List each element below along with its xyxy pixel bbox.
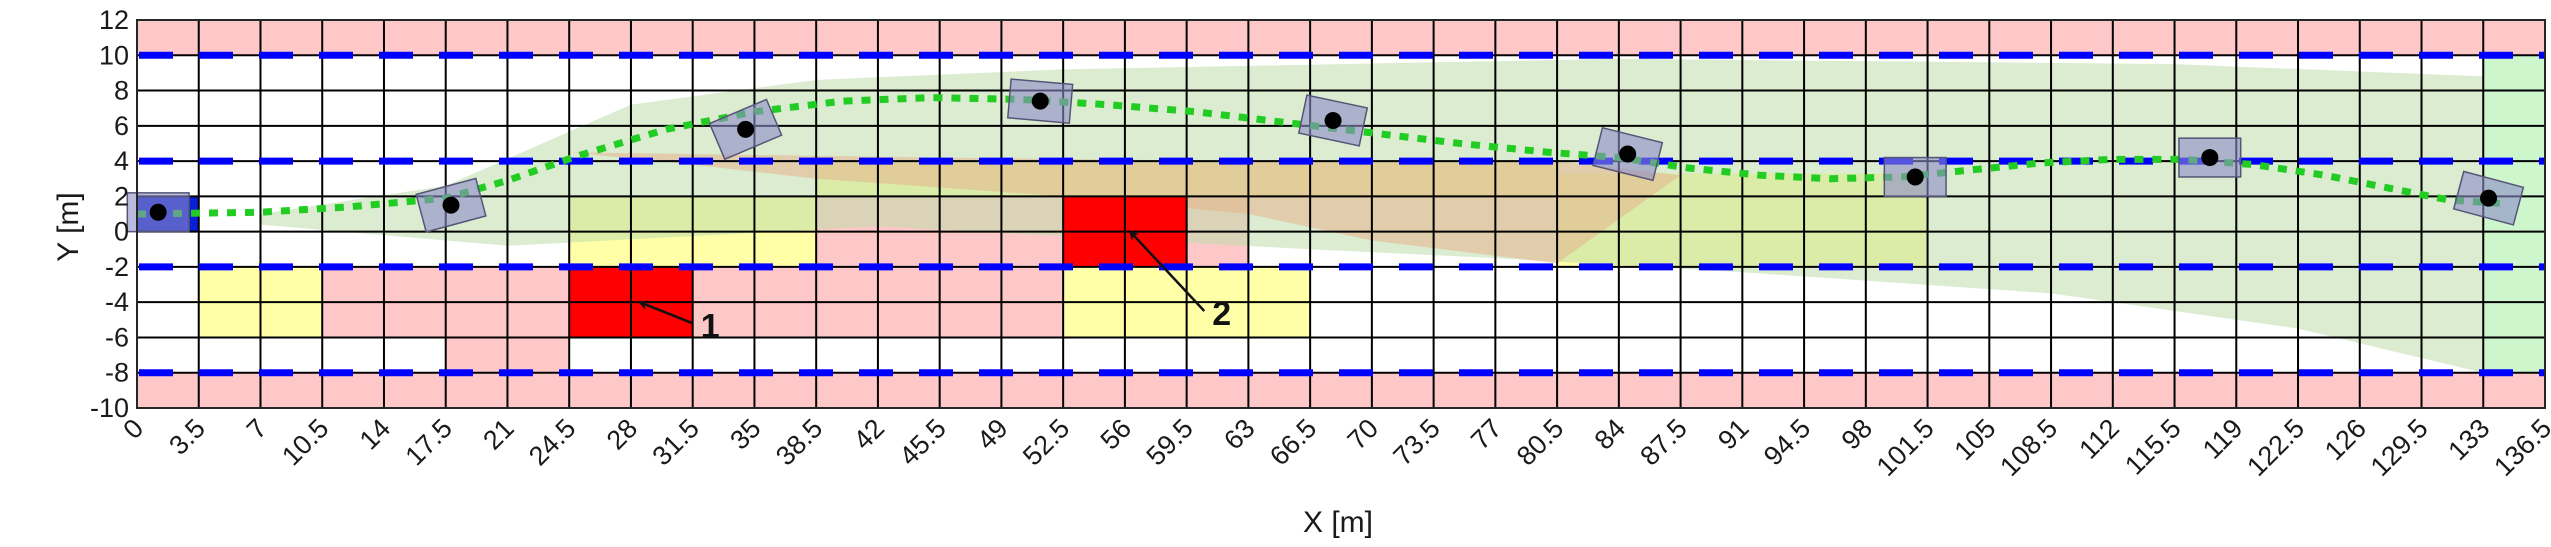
vehicle <box>1883 156 1947 198</box>
x-tick-label: 108.5 <box>1994 413 2063 482</box>
x-tick-label: 91 <box>1712 413 1754 455</box>
x-tick-label: 42 <box>848 413 890 455</box>
vehicle-center-dot <box>149 203 167 221</box>
vehicle-center-dot <box>442 196 460 214</box>
x-tick-label: 21 <box>477 413 519 455</box>
y-tick-label: 10 <box>99 40 129 70</box>
x-tick-label: 119 <box>2197 413 2249 465</box>
y-tick-label: 0 <box>114 217 129 247</box>
x-tick-label: 73.5 <box>1387 413 1445 471</box>
x-axis-title: X [m] <box>1303 506 1373 539</box>
x-tick-label: 52.5 <box>1017 413 1075 471</box>
x-tick-label: 84 <box>1589 413 1631 455</box>
vehicle-center-dot <box>1324 112 1342 130</box>
x-tick-label: 49 <box>971 413 1013 455</box>
vehicle <box>708 98 783 161</box>
x-tick-label: 129.5 <box>2365 413 2434 482</box>
x-tick-label: 77 <box>1465 413 1507 455</box>
y-tick-label: -8 <box>105 358 129 388</box>
x-tick-label: 56 <box>1095 413 1137 455</box>
vehicle-center-dot <box>1906 168 1924 186</box>
x-tick-label: 63 <box>1218 413 1260 455</box>
x-tick-label: 31.5 <box>647 413 705 471</box>
x-tick-label: 0 <box>117 413 149 445</box>
axes-frame <box>136 19 2546 409</box>
vehicle-layer <box>126 78 2525 233</box>
x-tick-label: 87.5 <box>1634 413 1692 471</box>
reachable-set <box>569 152 1681 264</box>
x-tick-label: 112 <box>2073 413 2125 465</box>
x-tick-label: 59.5 <box>1141 413 1199 471</box>
vehicle-center-dot <box>737 120 755 138</box>
vehicle <box>1592 126 1664 182</box>
obstacle-arrow <box>637 300 694 325</box>
y-axis-title: Y [m] <box>52 192 85 261</box>
planned-trajectory <box>136 94 2502 218</box>
x-tick-label: 136.5 <box>2488 413 2551 482</box>
obstacle-label: 2 <box>1212 295 1231 333</box>
x-tick-label: 38.5 <box>770 413 828 471</box>
obstacle-arrow <box>1128 230 1206 312</box>
y-tick-label: 6 <box>114 111 129 141</box>
y-tick-label: -6 <box>105 322 129 352</box>
x-tick-label: 94.5 <box>1758 413 1816 471</box>
vehicle <box>2178 137 2242 178</box>
x-tick-label: 115.5 <box>2119 413 2187 481</box>
obstacle-label: 1 <box>701 307 720 345</box>
vehicle-center-dot <box>2201 149 2219 167</box>
vehicle <box>1006 78 1074 124</box>
vehicle-footprint <box>1883 156 1947 198</box>
trajectory-layer <box>136 94 2502 218</box>
x-tick-label: 14 <box>354 413 396 455</box>
y-tick-label: -2 <box>105 252 129 282</box>
y-tick-label: 8 <box>114 76 129 106</box>
x-tick-label: 10.5 <box>276 413 334 471</box>
vehicle-center-dot <box>1031 92 1049 110</box>
x-tick-label: 80.5 <box>1511 413 1569 471</box>
vehicle <box>415 177 487 233</box>
x-tick-label: 24.5 <box>523 413 581 471</box>
vehicle-center-dot <box>2480 189 2498 207</box>
vehicle <box>2452 170 2525 226</box>
road-edge-band <box>137 20 2545 56</box>
road-edge-band <box>137 372 2545 408</box>
x-tick-label: 98 <box>1836 413 1878 455</box>
vehicle <box>1297 94 1369 147</box>
y-tick-label: 4 <box>114 146 129 176</box>
y-tick-label: 2 <box>114 181 129 211</box>
x-tick-label: 7 <box>241 413 273 445</box>
x-tick-label: 105 <box>1948 413 2001 466</box>
x-tick-label: 122.5 <box>2241 413 2310 482</box>
x-tick-label: 133 <box>2442 413 2495 466</box>
x-tick-label: 70 <box>1342 413 1384 455</box>
x-tick-label: 66.5 <box>1264 413 1322 471</box>
x-tick-label: 17.5 <box>400 413 458 471</box>
x-tick-label: 28 <box>601 413 643 455</box>
x-tick-label: 45.5 <box>894 413 952 471</box>
x-tick-label: 126 <box>2319 413 2372 466</box>
x-tick-label: 3.5 <box>163 413 211 461</box>
y-tick-label: -4 <box>105 287 129 317</box>
vehicle-center-dot <box>1619 145 1637 163</box>
x-tick-label: 35 <box>724 413 766 455</box>
x-tick-label: 101.5 <box>1871 413 1940 482</box>
lane-boundary-layer <box>139 51 2545 377</box>
y-tick-label: -10 <box>90 393 129 423</box>
y-tick-label: 12 <box>99 5 129 35</box>
